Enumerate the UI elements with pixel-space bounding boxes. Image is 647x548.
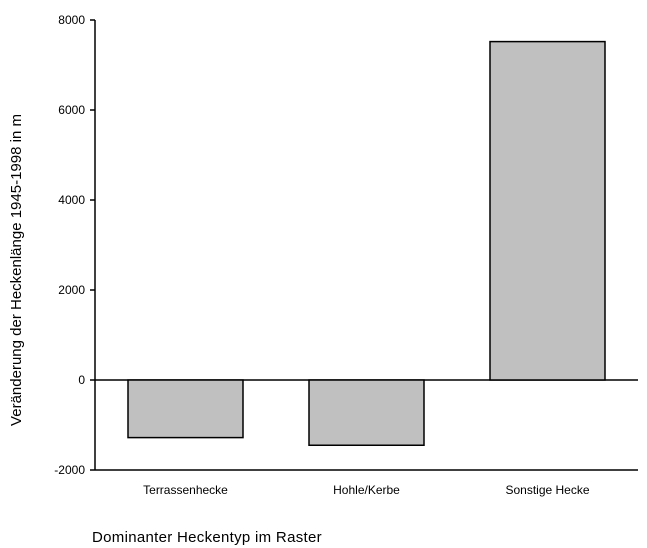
y-tick-label: 2000 [58,283,85,297]
x-category-label: Sonstige Hecke [505,483,589,497]
bar [308,379,425,446]
x-category-label: Terrassenhecke [143,483,228,497]
x-axis-label: Dominanter Heckentyp im Raster [92,529,322,546]
y-tick-label: 4000 [58,193,85,207]
y-tick-label: 6000 [58,103,85,117]
y-axis-label: Veränderung der Heckenlänge 1945-1998 in… [8,114,25,426]
y-tick-label: 0 [78,373,85,387]
y-tick-label: -2000 [54,463,85,477]
bars [127,40,606,446]
y-tick-label: 8000 [58,13,85,27]
bar [127,379,244,439]
y-ticks: -2000 0 2000 4000 6000 8000 [54,13,95,477]
bar [489,40,606,381]
x-category-label: Hohle/Kerbe [333,483,400,497]
x-categories: Terrassenhecke Hohle/Kerbe Sonstige Hecke [143,483,590,497]
